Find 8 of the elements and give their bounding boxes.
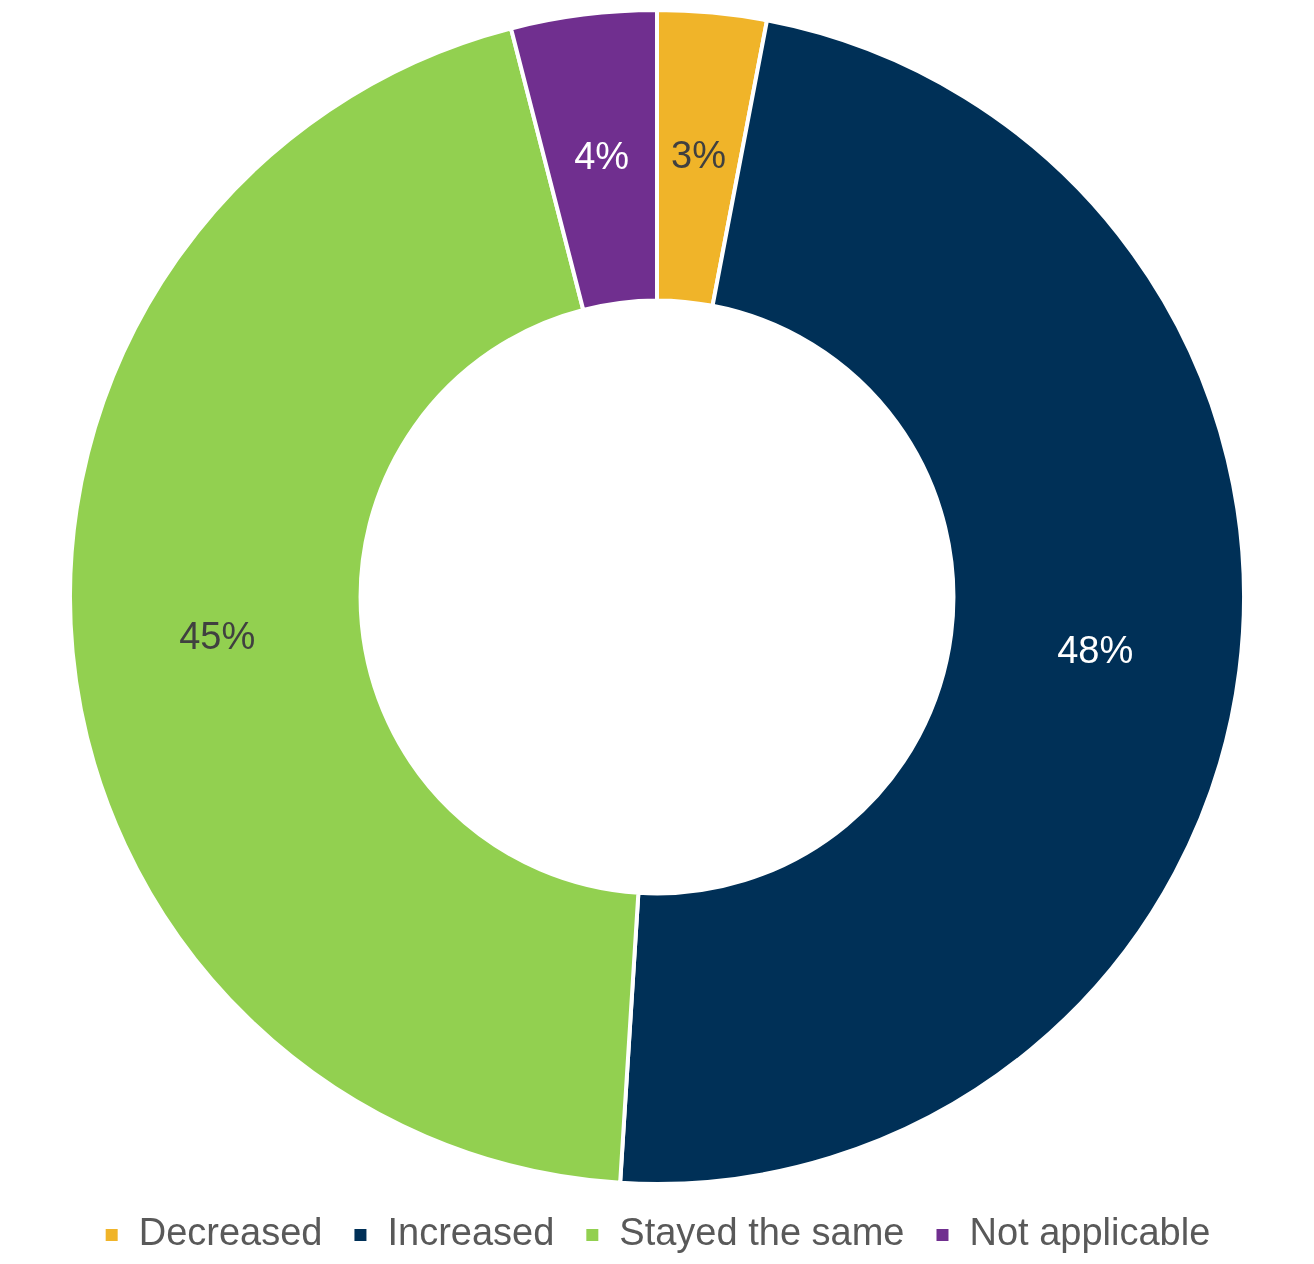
legend-label: Not applicable xyxy=(969,1211,1211,1254)
data-label: 4% xyxy=(574,135,630,178)
legend-label: Stayed the same xyxy=(619,1211,905,1254)
data-label: 48% xyxy=(1057,628,1134,671)
data-label: 3% xyxy=(671,133,727,176)
legend-label: Decreased xyxy=(138,1211,323,1254)
data-label: 45% xyxy=(179,615,256,658)
legend-label: Increased xyxy=(387,1211,555,1254)
